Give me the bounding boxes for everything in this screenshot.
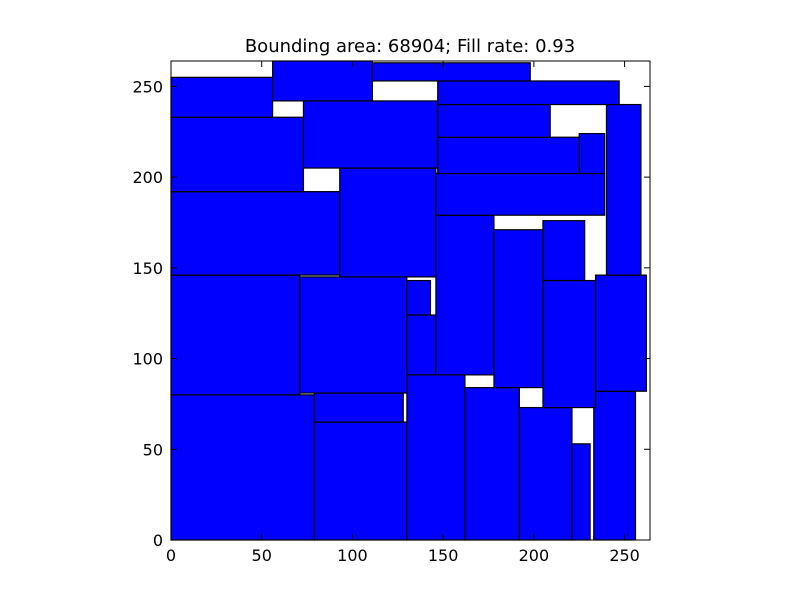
packed-rect-8 [170,274,301,396]
packed-rect-25 [437,103,551,138]
packed-rect-20 [605,103,642,276]
packed-rect-21 [170,116,305,193]
x-tick-label-0: 0 [166,546,176,565]
x-tick-label-200: 200 [519,546,550,565]
y-tick-label-200: 200 [132,168,163,187]
y-tick-label-100: 100 [132,350,163,369]
packed-rect-5 [571,443,591,541]
packed-rect-11 [406,279,432,316]
packed-rect-16 [594,274,647,392]
packed-rect-2 [406,374,466,541]
packed-rect-7 [313,392,404,423]
x-tick-label-50: 50 [252,546,272,565]
packed-rect-1 [313,421,408,541]
packed-rect-9 [299,276,408,394]
packed-rect-10 [406,314,437,376]
plot-frame [170,60,651,541]
packed-rect-23 [437,136,580,175]
packed-rect-18 [339,167,437,278]
rectangles-layer [170,60,647,541]
x-tick-label-100: 100 [337,546,368,565]
y-tick-label-50: 50 [143,440,163,459]
packed-rect-17 [170,191,341,276]
packed-rect-22 [302,100,439,169]
packed-rect-0 [170,394,315,541]
x-tick-label-250: 250 [609,546,640,565]
packed-rect-24 [578,132,606,175]
packed-rect-29 [371,62,531,82]
packed-rect-6 [593,390,637,541]
packed-rect-15 [542,220,586,282]
packed-rect-14 [542,279,597,409]
axis-ticks: 0 50 100 150 200 250 0 50 100 150 200 250 [132,61,650,565]
packed-rect-12 [435,214,495,376]
x-tick-label-150: 150 [428,546,459,565]
packed-rect-13 [493,229,544,389]
y-tick-label-150: 150 [132,259,163,278]
packed-rect-27 [170,76,274,118]
packed-rect-26 [437,80,620,106]
y-tick-label-250: 250 [132,77,163,96]
packed-rect-19 [435,172,606,216]
packed-rect-3 [464,386,520,541]
packed-rect-28 [272,60,373,102]
chart-title: Bounding area: 68904; Fill rate: 0.93 [245,36,575,57]
y-tick-label-0: 0 [153,531,163,550]
packed-rect-4 [518,406,573,541]
